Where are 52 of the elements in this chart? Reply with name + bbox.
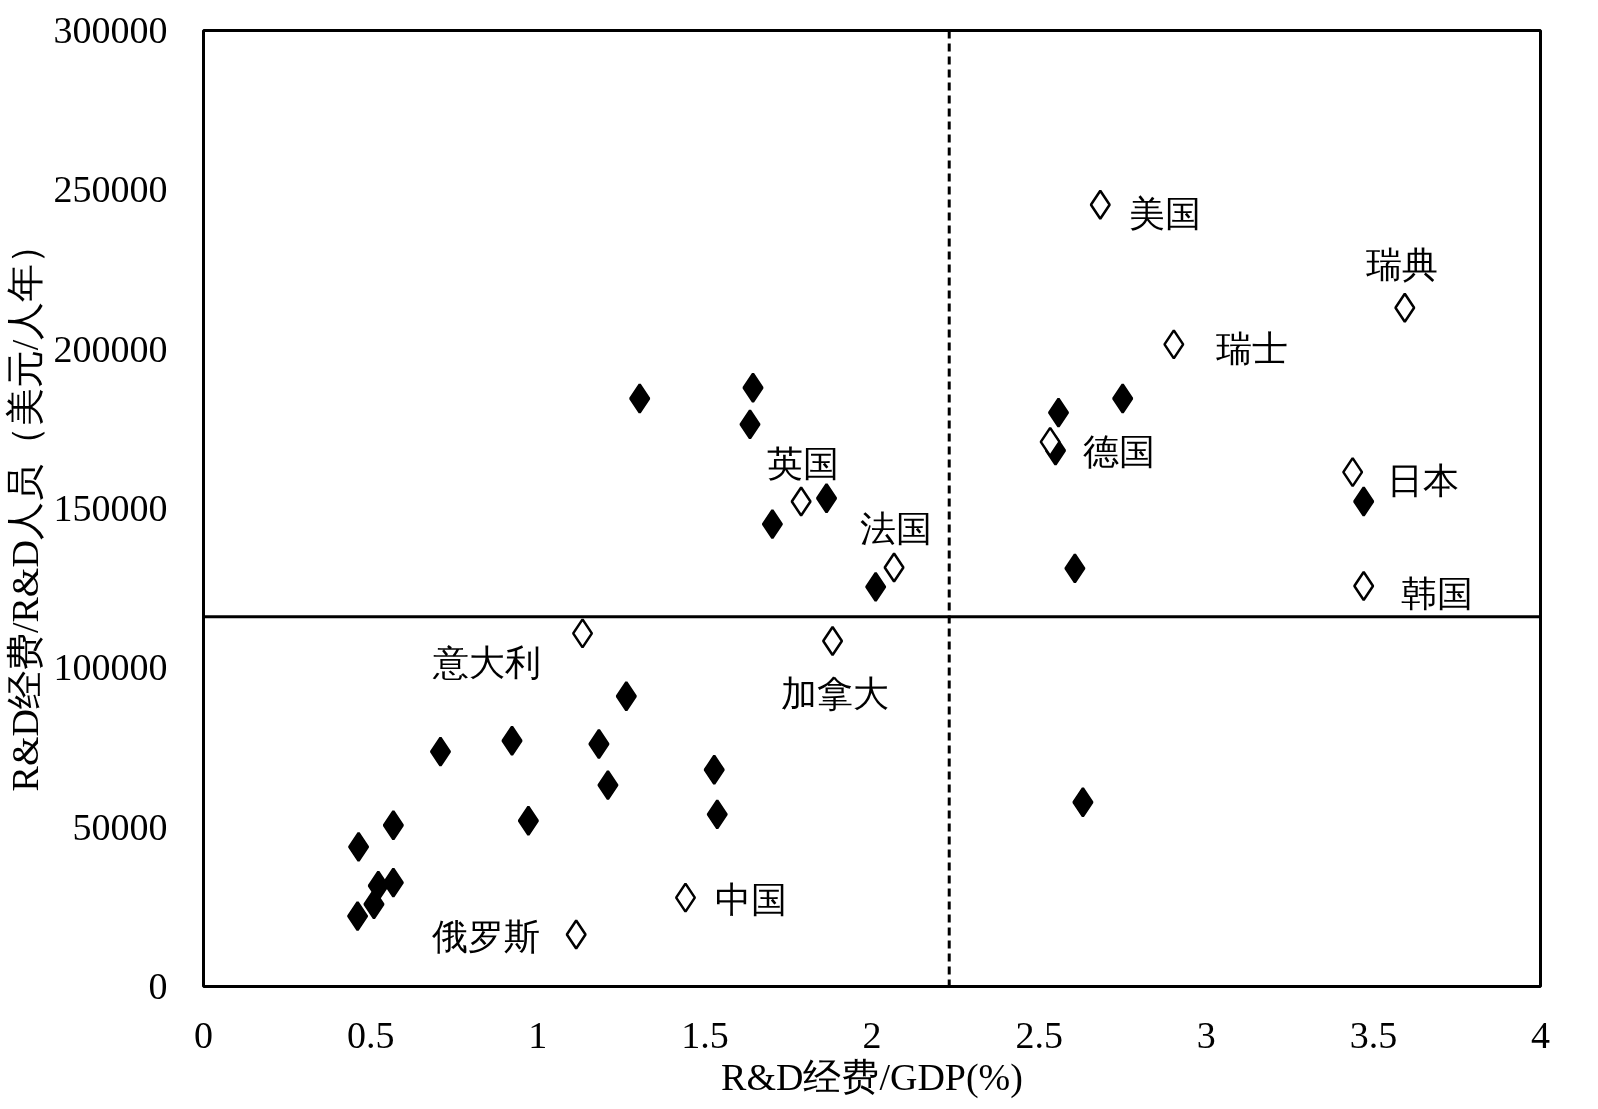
x-axis-title: R&D经费/GDP(%) — [721, 1055, 1023, 1099]
point — [1353, 486, 1375, 517]
annotation: 美国 — [1129, 193, 1202, 234]
point — [429, 736, 452, 767]
y-tick-label: 50000 — [72, 805, 168, 848]
point — [883, 552, 905, 583]
point — [1163, 329, 1185, 360]
point — [674, 882, 697, 913]
annotation: 意大利 — [431, 643, 541, 684]
point — [815, 483, 838, 514]
annotation: 德国 — [1083, 431, 1156, 472]
annotation: 瑞典 — [1365, 244, 1438, 285]
x-tick-label: 2 — [862, 1013, 882, 1056]
annotation: 日本 — [1386, 461, 1459, 502]
point — [382, 810, 404, 841]
point — [742, 372, 764, 403]
y-tick-label: 200000 — [53, 327, 168, 370]
annotation: 加拿大 — [780, 674, 889, 715]
point — [790, 486, 812, 517]
x-tick-label: 1 — [528, 1013, 548, 1056]
x-tick-label: 0 — [194, 1013, 213, 1056]
y-tick-label: 250000 — [53, 168, 168, 211]
point — [1072, 787, 1094, 818]
x-tick-label: 2.5 — [1015, 1013, 1063, 1056]
annotation: 中国 — [715, 879, 788, 920]
point — [571, 618, 594, 649]
annotation: 韩国 — [1400, 573, 1473, 614]
point — [1112, 383, 1134, 414]
y-tick-label: 300000 — [53, 9, 168, 51]
x-tick-label: 4 — [1531, 1013, 1550, 1056]
y-tick-label: 150000 — [53, 487, 168, 529]
point — [363, 889, 385, 920]
point — [706, 799, 728, 830]
point — [1064, 553, 1086, 584]
point — [1394, 292, 1416, 323]
x-tick-label: 0.5 — [346, 1013, 395, 1056]
annotation: 俄罗斯 — [432, 916, 541, 957]
point — [821, 625, 844, 657]
y-axis-title: R&D经费/R&D人员（美元/人年） — [3, 225, 46, 792]
annotation: 法国 — [860, 509, 933, 550]
y-tick-label: 100000 — [53, 646, 168, 689]
annotation: 瑞士 — [1215, 329, 1288, 370]
annotation: 英国 — [767, 444, 840, 485]
point — [1047, 397, 1070, 428]
point — [739, 409, 761, 440]
point — [382, 867, 404, 898]
x-tick-label: 1.5 — [681, 1013, 729, 1056]
point — [565, 919, 587, 950]
x-tick-label: 3.5 — [1349, 1013, 1398, 1056]
x-tick-label: 3 — [1196, 1013, 1216, 1056]
y-tick-label: 0 — [148, 965, 168, 1007]
point — [629, 383, 651, 414]
